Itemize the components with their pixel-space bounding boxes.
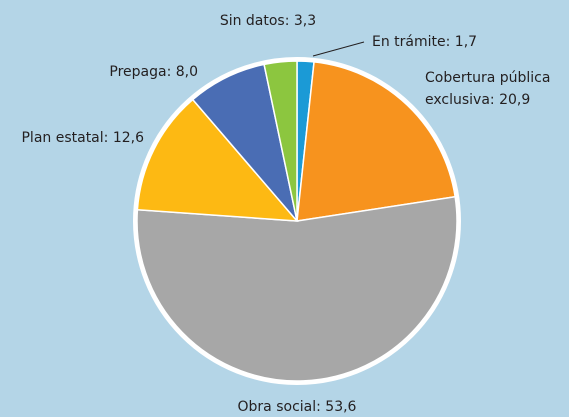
pie-slice <box>136 98 299 222</box>
label-line: Cobertura pública <box>425 70 550 86</box>
data-label: Obra social: 53,6 <box>238 399 357 415</box>
data-label: Sin datos: 3,3 <box>220 13 316 29</box>
label-line: exclusiva: 20,9 <box>425 92 530 108</box>
leader-line <box>312 41 365 57</box>
pie-slice <box>296 61 457 222</box>
data-label: Cobertura pública exclusiva: 20,9 <box>425 70 550 108</box>
data-label: Prepaga: 8,0 <box>109 64 198 80</box>
pie-slice <box>136 195 458 382</box>
data-label: Plan estatal: 12,6 <box>21 130 144 146</box>
data-label: En trámite: 1,7 <box>372 34 477 50</box>
pie-border <box>133 57 461 385</box>
